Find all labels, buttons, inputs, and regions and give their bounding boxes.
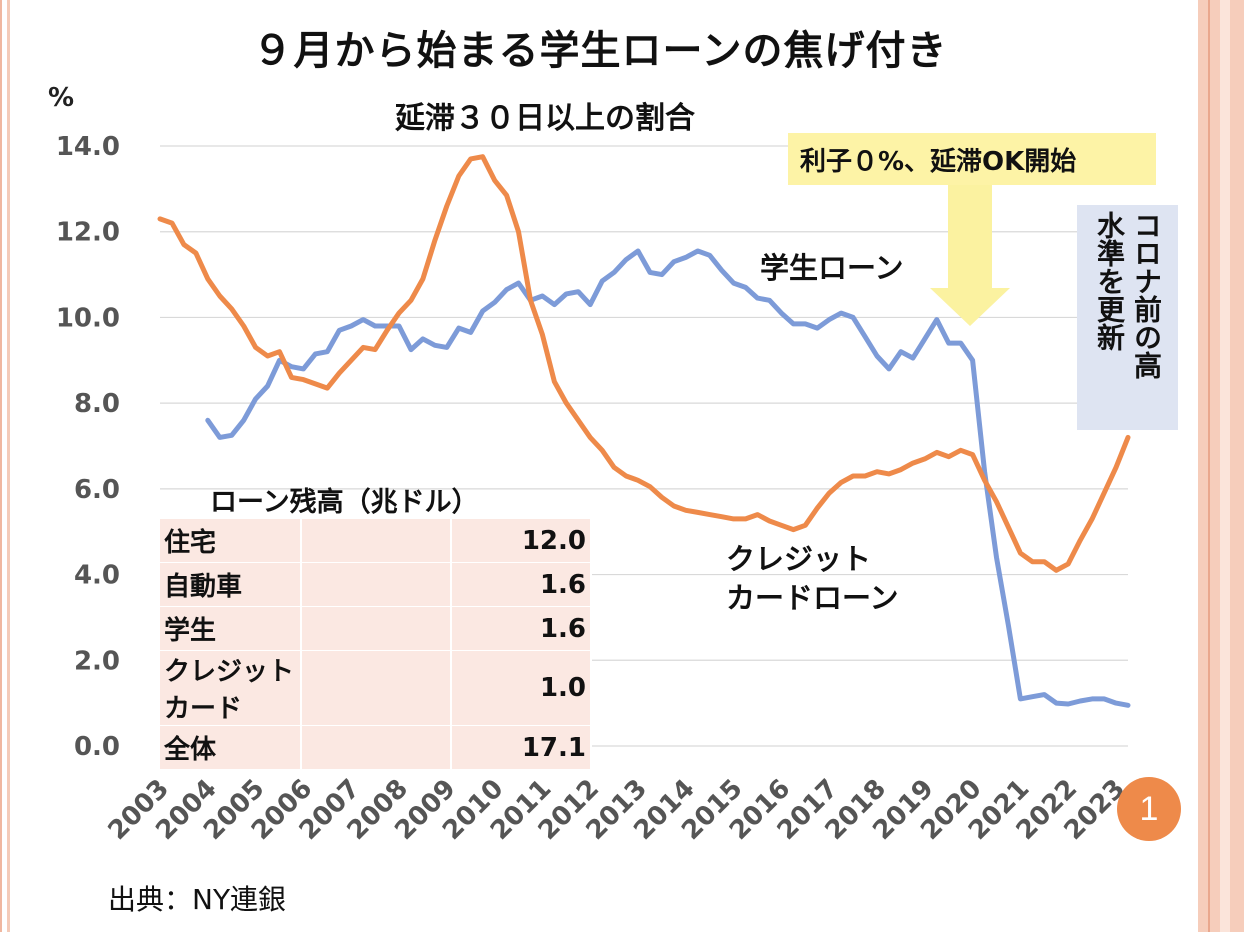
row-label: 全体 bbox=[160, 725, 302, 770]
table-row: 住宅 12.0 bbox=[160, 519, 592, 563]
down-arrow-shape bbox=[930, 185, 1010, 326]
loan-balance-table: 住宅 12.0 自動車 1.6 学生 1.6 クレジットカード 1.0 全体 17.1 bbox=[160, 519, 592, 770]
chart-subtitle: 延滞３０日以上の割合 bbox=[395, 101, 695, 136]
table-row: 全体 17.1 bbox=[160, 725, 592, 770]
row-value: 12.0 bbox=[451, 519, 592, 563]
row-label: 自動車 bbox=[160, 562, 302, 607]
credit-card-line bbox=[157, 154, 1131, 573]
row-value: 1.6 bbox=[451, 606, 592, 651]
row-value: 1.6 bbox=[451, 562, 592, 607]
row-label: クレジットカード bbox=[160, 650, 302, 726]
y-tick-label: 14.0 bbox=[56, 132, 120, 162]
row-value: 17.1 bbox=[451, 725, 592, 770]
table-row: 自動車 1.6 bbox=[160, 562, 592, 607]
y-tick-label: 4.0 bbox=[74, 561, 120, 591]
x-tick-labels: 2003200420052006200720082009201020112012… bbox=[103, 774, 1131, 846]
series-label-student: 学生ローン bbox=[760, 251, 904, 285]
series-label-credit-line2: カードローン bbox=[726, 581, 899, 615]
annotation-box: 利子０%、延滞OK開始 bbox=[788, 133, 1156, 185]
side-annotation-box: コロナ前の高 水準を更新 bbox=[1077, 205, 1178, 430]
y-tick-label: 2.0 bbox=[74, 646, 120, 676]
side-annotation-col2: 水準を更新 bbox=[1093, 211, 1126, 351]
table-row: クレジットカード 1.0 bbox=[160, 650, 592, 726]
row-label: 学生 bbox=[160, 606, 302, 651]
y-axis-unit: % bbox=[48, 83, 75, 113]
down-arrow-icon bbox=[930, 185, 1010, 326]
right-decorative-border bbox=[1198, 0, 1244, 932]
y-tick-label: 0.0 bbox=[74, 732, 120, 762]
y-tick-label: 10.0 bbox=[56, 303, 120, 333]
row-label: 住宅 bbox=[160, 519, 302, 563]
table-title: ローン残高（兆ドル） bbox=[210, 487, 479, 518]
y-tick-labels: 0.0 2.0 4.0 6.0 8.0 10.0 12.0 14.0 bbox=[56, 132, 120, 762]
left-decorative-border bbox=[0, 0, 14, 932]
y-tick-label: 8.0 bbox=[74, 389, 120, 419]
series-label-credit-line1: クレジット bbox=[726, 542, 871, 576]
annotation-text: 利子０%、延滞OK開始 bbox=[800, 147, 1077, 177]
source-note: 出典：NY連銀 bbox=[108, 883, 287, 916]
table-row: 学生 1.6 bbox=[160, 606, 592, 651]
student-loan-line bbox=[205, 248, 1131, 708]
page-number-badge: 1 bbox=[1117, 777, 1181, 841]
y-tick-label: 12.0 bbox=[56, 218, 120, 248]
row-value: 1.0 bbox=[451, 650, 592, 726]
side-annotation-col1: コロナ前の高 bbox=[1130, 211, 1163, 379]
chart-title: ９月から始まる学生ローンの焦げ付き bbox=[252, 28, 948, 74]
series-lines bbox=[157, 154, 1131, 708]
y-tick-label: 6.0 bbox=[74, 475, 120, 505]
